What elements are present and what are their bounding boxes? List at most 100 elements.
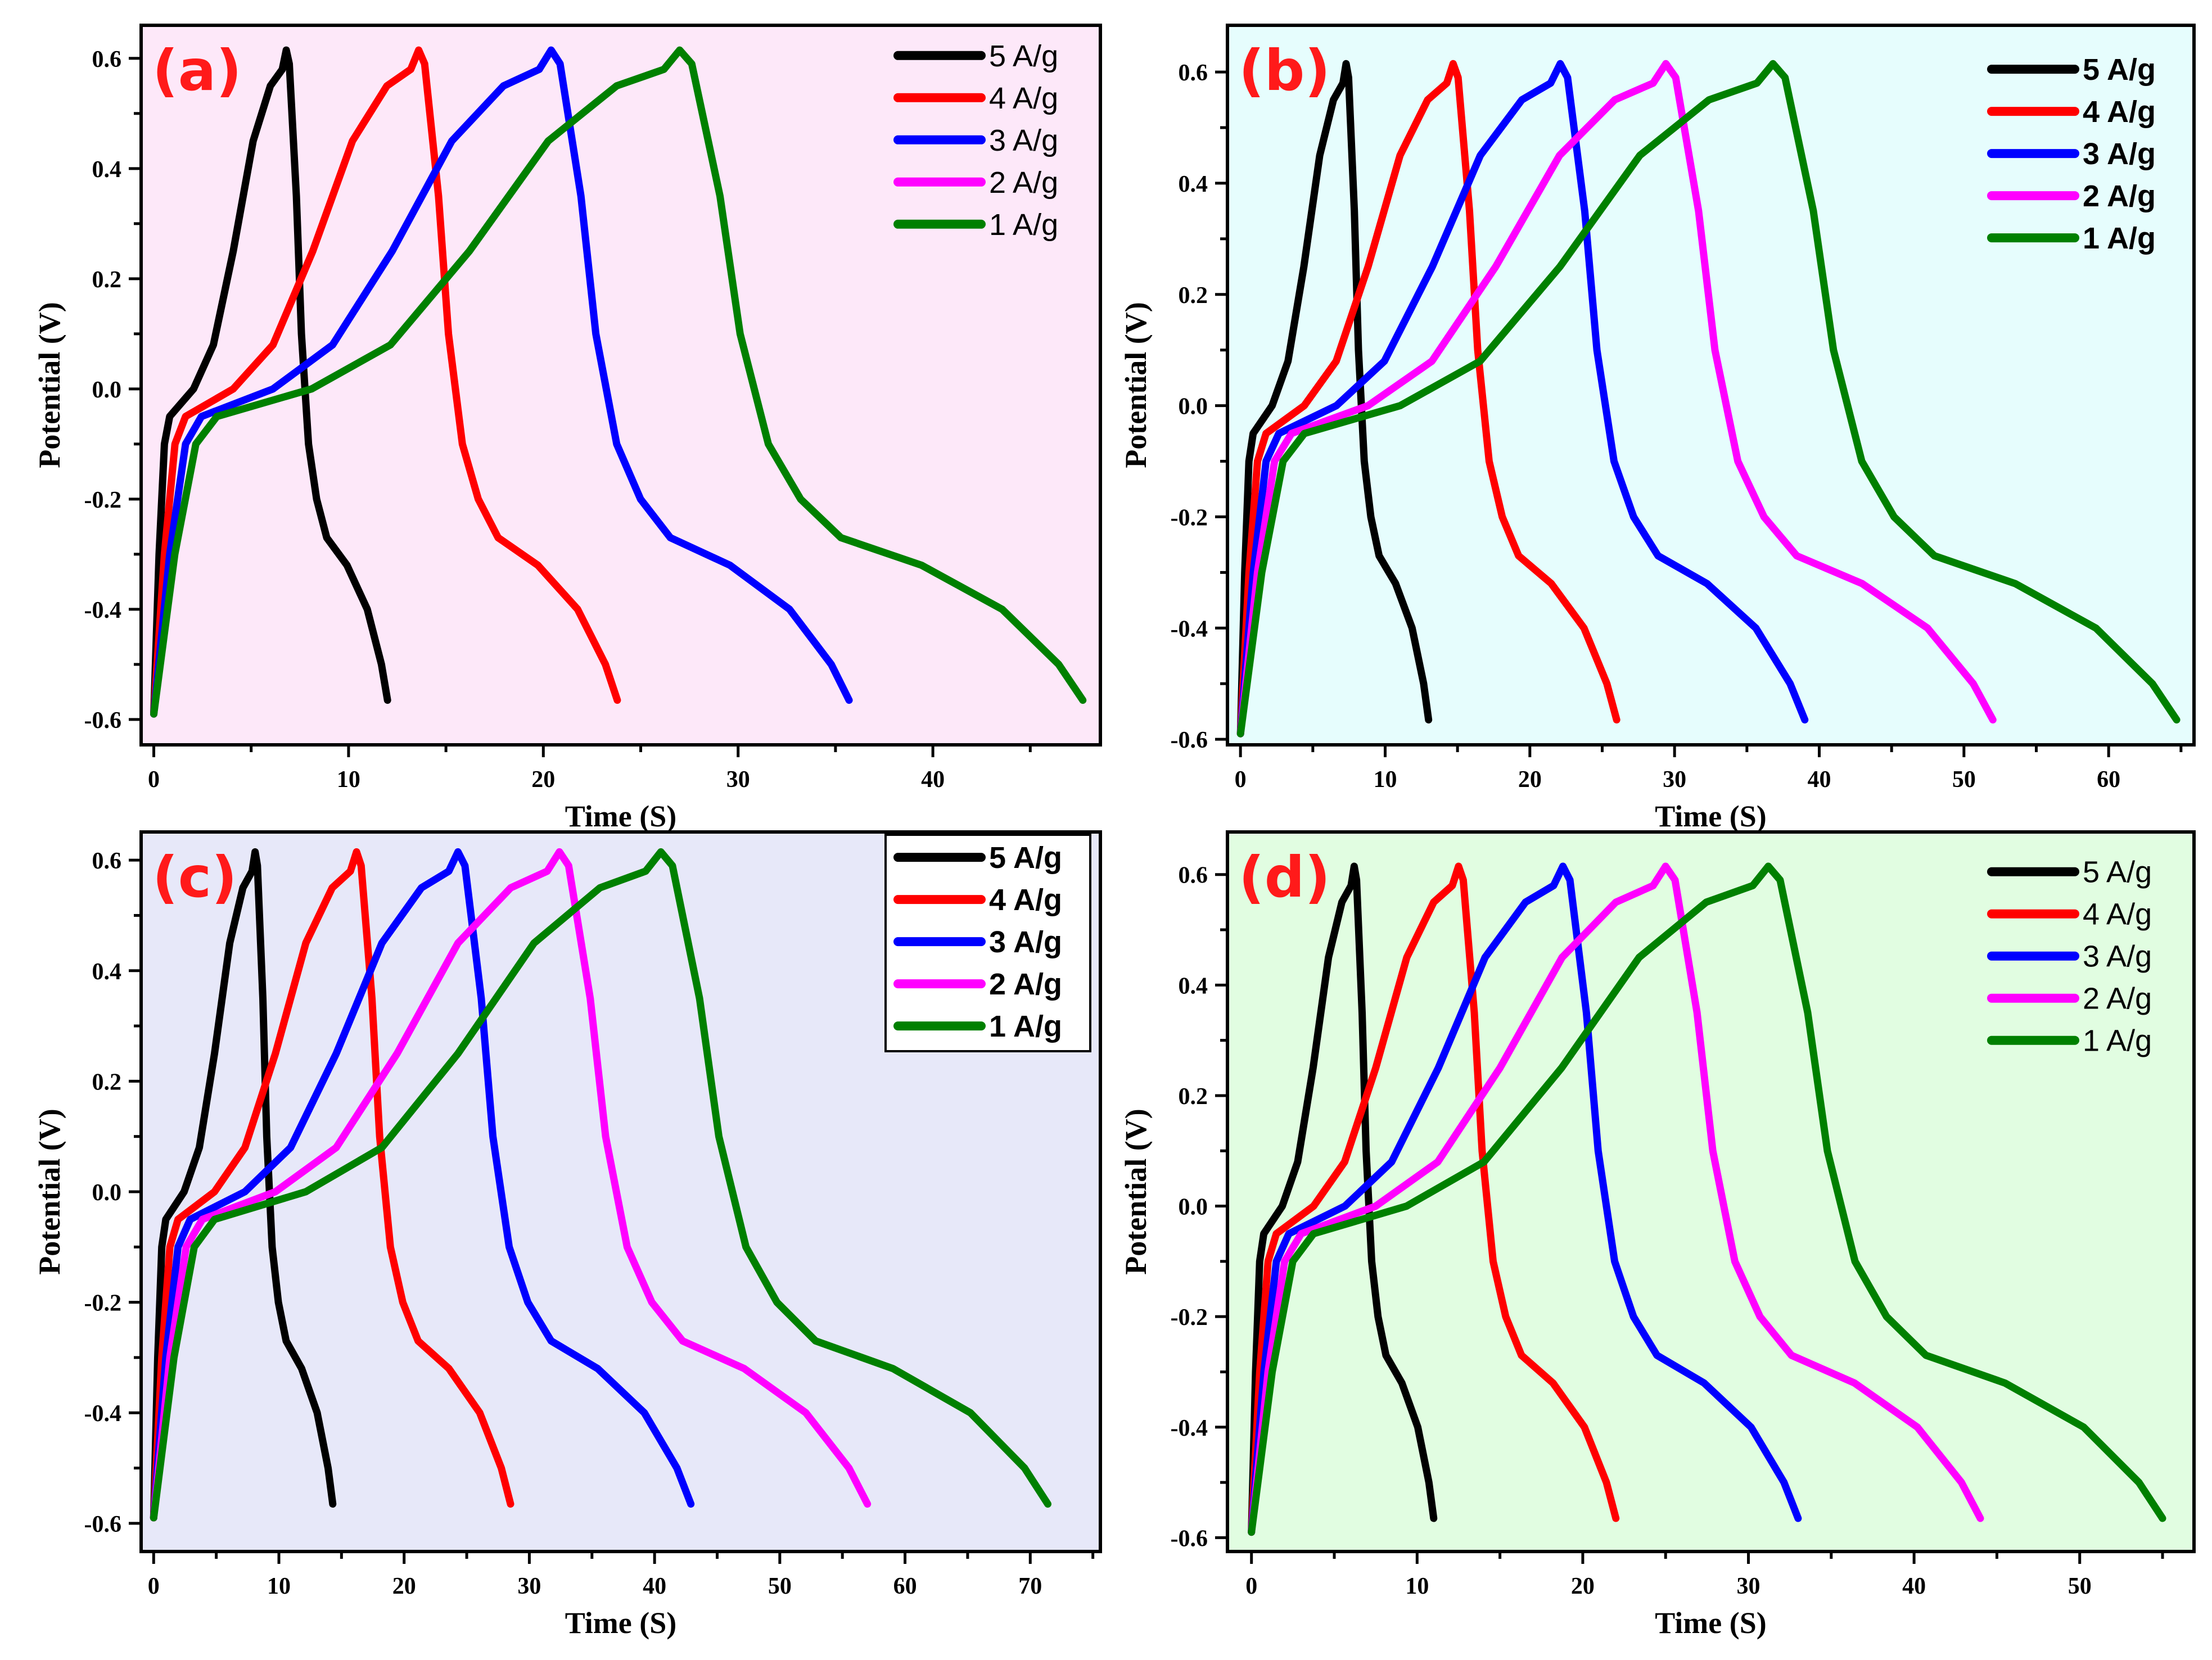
series-line-5ag (150, 46, 391, 718)
series-line-4ag (1248, 862, 1620, 1536)
legend-label: 3 A/g (989, 925, 1062, 959)
x-tick-label: 70 (1018, 1573, 1042, 1599)
legend-label: 5 A/g (2083, 856, 2152, 889)
y-tick-label: 0.4 (92, 157, 122, 183)
legend-label: 2 A/g (2083, 179, 2156, 213)
y-tick-label: 0.6 (1179, 863, 1208, 889)
legend-label: 4 A/g (2083, 898, 2152, 931)
y-tick-label: -0.2 (1171, 1305, 1208, 1331)
x-tick-label: 40 (1902, 1573, 1926, 1599)
series-line-2ag (150, 848, 872, 1522)
legend-label: 3 A/g (989, 124, 1058, 157)
plot-frame (1226, 24, 2196, 747)
x-tick-label: 50 (2068, 1573, 2092, 1599)
y-tick-label: -0.6 (84, 708, 122, 734)
panel-label: (d) (1239, 844, 1330, 910)
y-tick-label: 0.4 (1179, 973, 1208, 999)
x-tick-label: 30 (1737, 1573, 1760, 1599)
y-axis-title: Potential (V) (33, 302, 66, 468)
y-tick-label: 0.6 (1179, 60, 1208, 86)
x-tick-label: 30 (726, 767, 750, 793)
x-tick-label: 20 (392, 1573, 416, 1599)
legend-label: 1 A/g (989, 208, 1058, 242)
curves (150, 46, 1087, 718)
x-tick-label: 50 (768, 1573, 792, 1599)
x-tick-label: 0 (1235, 767, 1247, 793)
y-tick-label: 0.6 (92, 848, 122, 874)
series-line-1ag (150, 46, 1087, 718)
curves (1236, 60, 2181, 738)
series-line-4ag (1236, 60, 1620, 738)
y-tick-label: -0.4 (1171, 616, 1208, 642)
x-tick-label: 20 (1571, 1573, 1595, 1599)
series-line-3ag (1236, 60, 1809, 738)
x-tick-label: 60 (2097, 767, 2120, 793)
x-tick-label: 0 (148, 767, 160, 793)
x-tick-label: 10 (1373, 767, 1397, 793)
y-tick-label: 0.0 (1179, 1195, 1208, 1220)
y-tick-label: -0.4 (84, 1401, 122, 1427)
y-tick-label: 0.4 (92, 959, 122, 985)
y-tick-label: 0.0 (1179, 394, 1208, 420)
y-tick-label: -0.4 (84, 598, 122, 623)
y-tick-label: -0.2 (84, 487, 122, 513)
legend-label: 4 A/g (2083, 95, 2156, 129)
legend-label: 4 A/g (989, 883, 1062, 917)
y-tick-label: -0.6 (84, 1512, 122, 1537)
legend-label: 2 A/g (989, 967, 1062, 1001)
plot-background (141, 25, 1100, 745)
series-line-3ag (150, 46, 853, 718)
legend-label: 3 A/g (2083, 940, 2152, 974)
series-line-1ag (1236, 60, 2181, 738)
y-tick-label: 0.2 (92, 1069, 122, 1095)
y-axis-title: Potential (V) (1119, 302, 1153, 468)
x-tick-label: 0 (148, 1573, 160, 1599)
chart-panel-d: 0 10 20 30 40 50 -0.6 -0.4 -0.2 0.0 0.2 0.4 0.6 Time … (1119, 830, 2196, 1640)
y-tick-label: -0.6 (1171, 1526, 1208, 1552)
chart-panel-b: 0 10 20 30 40 50 60 -0.6 -0.4 -0.2 0.0 0.2 0.4 0.6 Tim… (1119, 24, 2196, 833)
series-line-3ag (1248, 862, 1802, 1536)
x-axis-title: Time (S) (1655, 1606, 1767, 1640)
x-tick-label: 40 (643, 1573, 666, 1599)
panel-label: (a) (152, 38, 242, 103)
series-line-2ag (1236, 60, 1997, 738)
panel-label: (c) (152, 844, 237, 910)
legend-label: 1 A/g (989, 1010, 1062, 1043)
legend-label: 2 A/g (2083, 982, 2152, 1016)
y-tick-label: -0.2 (1171, 505, 1208, 531)
legend-label: 3 A/g (2083, 137, 2156, 171)
series-line-3ag (150, 848, 695, 1522)
y-axis-title: Potential (V) (1119, 1109, 1153, 1274)
legend-label: 1 A/g (2083, 1024, 2152, 1058)
legend-label: 5 A/g (989, 841, 1062, 875)
y-axis-title: Potential (V) (33, 1109, 66, 1274)
chart-panel-c: 0 10 20 30 40 50 60 70 -0.6 -0.4 -0.2 0.0 0.2 0.4 0.6 T… (33, 830, 1102, 1640)
x-tick-label: 30 (1663, 767, 1686, 793)
chart-panel-a: 0 10 20 30 40 -0.6 -0.4 -0.2 0.0 0.2 0.4 0.6 Time (S… (33, 24, 1102, 833)
series-line-4ag (150, 46, 621, 718)
x-tick-label: 60 (893, 1573, 917, 1599)
plot-frame (139, 24, 1102, 747)
x-tick-label: 30 (517, 1573, 541, 1599)
x-tick-label: 10 (337, 767, 360, 793)
legend-label: 5 A/g (989, 39, 1058, 73)
curves (1248, 862, 2166, 1536)
series-line-5ag (150, 848, 337, 1522)
legend-label: 1 A/g (2083, 221, 2156, 255)
x-tick-label: 10 (1405, 1573, 1429, 1599)
y-tick-label: -0.2 (84, 1291, 122, 1317)
plot-frame (1226, 830, 2196, 1553)
x-tick-label: 20 (1518, 767, 1542, 793)
x-tick-label: 40 (921, 767, 945, 793)
x-tick-label: 0 (1245, 1573, 1257, 1599)
y-tick-label: 0.4 (1179, 171, 1208, 197)
plot-background (1227, 25, 2194, 745)
y-tick-label: -0.6 (1171, 727, 1208, 753)
y-tick-label: 0.6 (92, 47, 122, 73)
x-tick-label: 40 (1808, 767, 1831, 793)
x-tick-label: 20 (531, 767, 555, 793)
y-tick-label: -0.4 (1171, 1415, 1208, 1441)
y-tick-label: 0.2 (1179, 283, 1208, 309)
y-tick-label: 0.0 (92, 377, 122, 403)
